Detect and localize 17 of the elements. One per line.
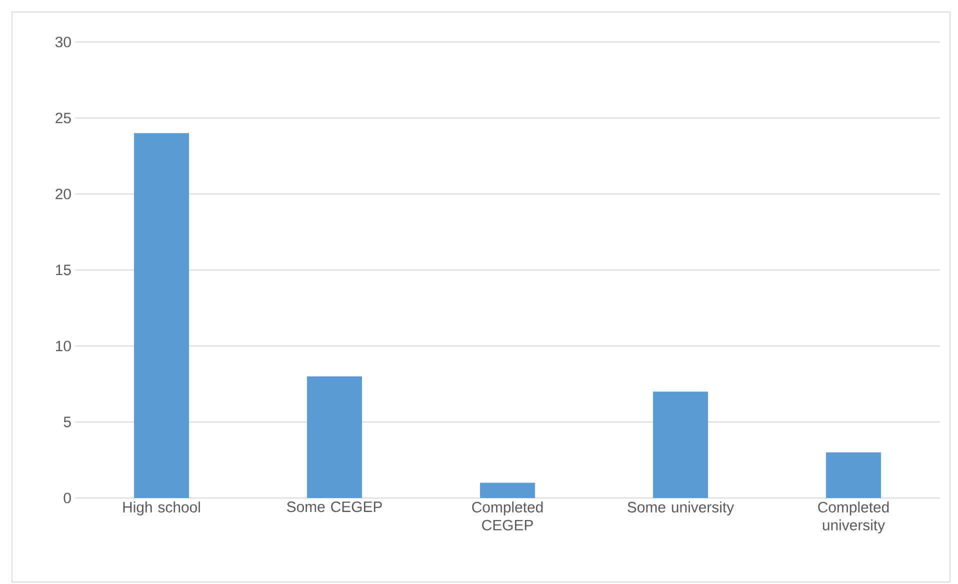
y-tick-label: 15 [56, 264, 71, 276]
y-tick-label: 25 [56, 112, 71, 124]
bar [653, 392, 708, 498]
x-tick-label: Completed university [818, 502, 889, 534]
bar [480, 482, 536, 498]
x-tick-label: Some CEGEP [287, 502, 382, 512]
y-tick-label: 20 [56, 188, 71, 200]
bar [134, 133, 190, 498]
bar [307, 376, 362, 498]
x-tick-label: High school [123, 502, 200, 516]
bar [826, 452, 882, 498]
y-tick-label: 0 [64, 492, 71, 504]
y-tick-label: 5 [64, 416, 71, 428]
x-tick-label: Completed CEGEP [472, 502, 543, 530]
y-tick-label: 10 [56, 340, 71, 352]
y-tick-label: 30 [55, 36, 71, 48]
x-tick-label: Some university [628, 502, 734, 516]
